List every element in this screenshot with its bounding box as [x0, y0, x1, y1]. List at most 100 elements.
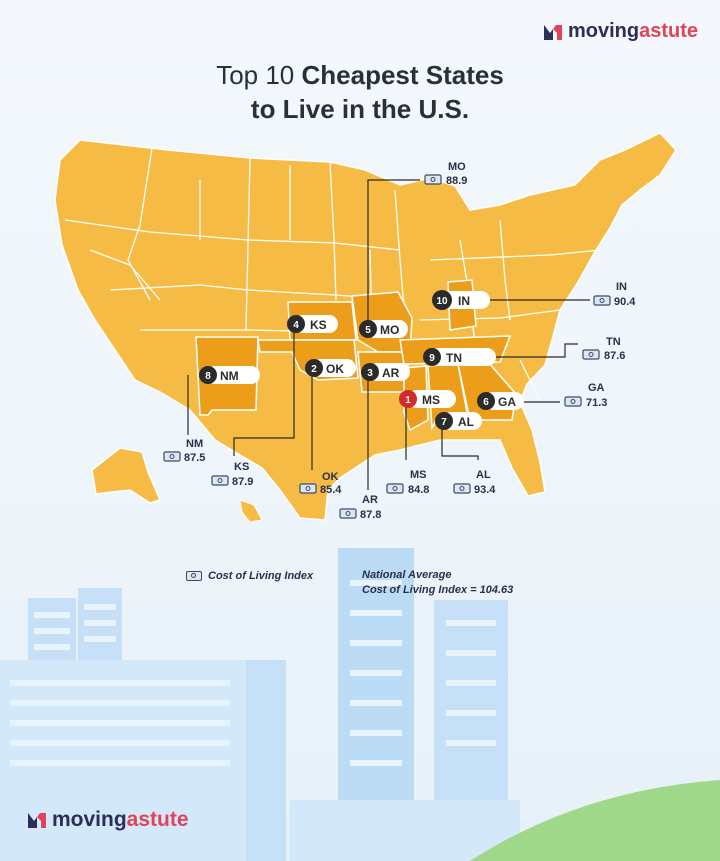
callout-abbr: AL	[476, 469, 491, 481]
badge-ks: 4 KS	[287, 315, 338, 333]
callout-in: IN 90.4	[593, 281, 636, 308]
badge-tn: 9 TN	[423, 348, 496, 366]
callout-abbr: MO	[448, 161, 466, 173]
badge-abbr: TN	[446, 351, 462, 365]
callout-tn: TN 87.6	[582, 336, 625, 362]
cash-icon	[299, 483, 317, 494]
alaska	[91, 447, 162, 504]
callout-index: 71.3	[586, 397, 607, 409]
leader-line-mo	[367, 179, 420, 330]
badge-nm: 8 NM	[199, 366, 260, 384]
page-title: Top 10 Cheapest States to Live in the U.…	[0, 58, 720, 126]
cash-icon	[593, 295, 611, 306]
building	[246, 660, 286, 861]
badge-rank: 1	[405, 395, 411, 406]
leader-line-tn	[495, 343, 578, 358]
cash-icon	[186, 571, 202, 581]
callout-index: 88.9	[446, 175, 467, 187]
legend-label: Cost of Living Index	[208, 570, 314, 582]
callout-abbr: MS	[410, 469, 427, 481]
callout-index: 85.4	[320, 484, 342, 496]
building	[290, 800, 520, 861]
brand-name-part2: astute	[639, 20, 698, 42]
callout-abbr: NM	[186, 438, 203, 450]
callout-abbr: AR	[362, 494, 378, 506]
badge-abbr: AR	[382, 366, 400, 380]
callout-index: 87.9	[232, 476, 253, 488]
building-windows	[10, 580, 496, 766]
cash-icon	[163, 451, 181, 462]
callout-ok: OK 85.4	[299, 471, 342, 496]
callout-mo: MO 88.9	[424, 161, 467, 187]
cash-icon	[424, 174, 442, 185]
callout-index: 87.5	[184, 452, 205, 464]
badge-rank: 3	[367, 368, 373, 379]
callout-al: AL 93.4	[453, 469, 496, 496]
badge-mo: 5 MO	[359, 320, 408, 338]
cash-icon	[386, 483, 404, 494]
badge-abbr: GA	[498, 395, 516, 409]
badge-in: 10 IN	[432, 290, 490, 310]
badge-al: 7 AL	[435, 412, 482, 430]
legend: Cost of Living Index	[186, 570, 313, 582]
badge-rank: 9	[429, 353, 435, 364]
callout-index: 87.6	[604, 350, 625, 362]
cash-icon	[339, 508, 357, 519]
national-average-line2: Cost of Living Index = 104.63	[362, 584, 514, 596]
cash-icon	[211, 475, 229, 486]
leader-lines	[187, 179, 590, 490]
badge-ar: 3 AR	[361, 363, 410, 381]
badge-rank: 6	[483, 397, 489, 408]
badge-abbr: KS	[310, 318, 327, 332]
badge-ms: 1 MS	[399, 390, 456, 408]
badge-abbr: OK	[326, 362, 344, 376]
brand-name-part2: astute	[126, 808, 189, 831]
logo-icon	[543, 24, 562, 40]
badge-rank: 5	[365, 325, 371, 336]
callout-abbr: KS	[234, 461, 249, 473]
hawaii	[239, 499, 263, 523]
badge-abbr: MS	[422, 393, 440, 407]
national-average-line1: National Average	[362, 569, 452, 581]
badge-abbr: NM	[220, 369, 239, 383]
green-hill	[470, 780, 720, 861]
leader-line-ks	[233, 324, 295, 456]
leader-line-al	[441, 422, 479, 460]
callout-ga: GA 71.3	[564, 382, 607, 409]
badge-ga: 6 GA	[477, 392, 524, 410]
brand-logo[interactable]: moving astute	[542, 20, 698, 43]
brand-name-part1: moving	[567, 20, 640, 42]
callout-ms: MS 84.8	[386, 469, 429, 496]
badge-rank: 7	[441, 417, 447, 428]
badge-ok: 2 OK	[305, 359, 356, 377]
callout-index: 93.4	[474, 484, 496, 496]
badge-rank: 4	[293, 320, 299, 331]
badge-abbr: MO	[380, 323, 399, 337]
callout-ks: KS 87.9	[211, 461, 253, 488]
title-bold: Cheapest States	[301, 60, 504, 90]
badge-rank: 10	[436, 296, 448, 307]
cash-icon	[564, 396, 582, 407]
callout-abbr: TN	[606, 336, 621, 348]
badge-abbr: IN	[458, 294, 470, 308]
callout-index: 84.8	[408, 484, 429, 496]
title-normal: Top 10	[216, 60, 302, 90]
callout-abbr: OK	[322, 471, 339, 483]
state-badges: 5 MO 10 IN 4 KS 2 OK	[199, 290, 524, 430]
title-line-2: to Live in the U.S.	[250, 94, 470, 124]
callout-index: 87.8	[360, 509, 381, 521]
brand-logo-footer[interactable]: moving astute	[26, 808, 189, 832]
callout-abbr: IN	[616, 281, 627, 293]
national-average: National Average Cost of Living Index = …	[362, 568, 513, 598]
logo-icon	[28, 813, 46, 828]
brand-name-part1: moving	[52, 808, 127, 831]
badge-rank: 8	[205, 371, 211, 382]
cash-icon	[453, 483, 471, 494]
callout-ar: AR 87.8	[339, 494, 381, 521]
callout-index: 90.4	[614, 296, 636, 308]
cash-icon	[582, 349, 600, 360]
state-borders	[64, 147, 601, 401]
callout-nm: NM 87.5	[163, 438, 205, 464]
